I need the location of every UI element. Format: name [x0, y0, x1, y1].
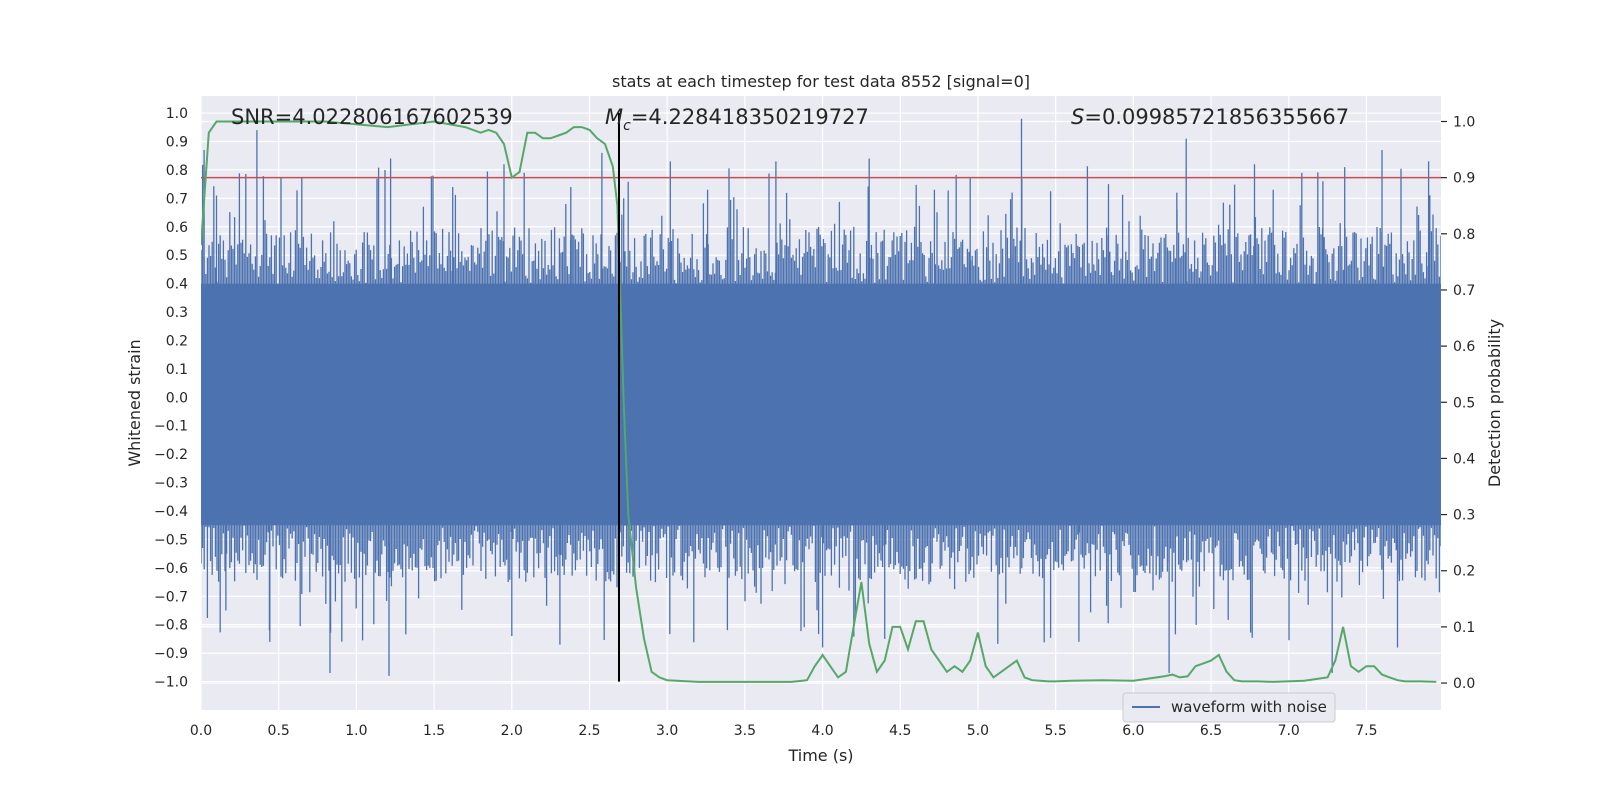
x-tick-label: 1.5 — [423, 723, 445, 739]
x-tick-label: 7.5 — [1355, 723, 1377, 739]
y-left-tick-label: −0.6 — [154, 561, 188, 577]
x-tick-label: 6.0 — [1122, 723, 1144, 739]
y-axis-right: 1.0 0.9 0.8 0.7 0.6 0.5 0.4 0.3 0.2 0.1 0.0 — [1441, 114, 1475, 692]
x-tick-label: 6.5 — [1200, 723, 1222, 739]
mc-subscript: c — [623, 118, 631, 134]
y-left-tick-label: 0.7 — [166, 191, 188, 207]
y-left-tick-label: −0.3 — [154, 476, 188, 492]
y-axis-left-label: Whitened strain — [125, 339, 144, 466]
waveform-series — [201, 118, 1441, 676]
x-tick-label: 3.5 — [734, 723, 756, 739]
y-left-tick-label: −0.2 — [154, 447, 188, 463]
y-axis-left: 1.0 0.9 0.8 0.7 0.6 0.5 0.4 0.3 0.2 0.1 0.0 −0.1 −0.… — [154, 106, 188, 691]
x-axis: 0.0 0.5 1.0 1.5 2.0 2.5 3.0 3.5 4.0 4.5 5.0 5.5 6.0 6… — [190, 723, 1378, 739]
x-tick-label: 4.5 — [889, 723, 911, 739]
y-right-tick-label: 0.1 — [1453, 620, 1475, 636]
y-right-tick-label: 0.9 — [1453, 171, 1475, 187]
x-tick-label: 3.0 — [656, 723, 678, 739]
y-left-tick-label: −1.0 — [154, 675, 188, 691]
y-right-tick-label: 0.4 — [1453, 451, 1475, 467]
legend-label: waveform with noise — [1171, 698, 1327, 716]
y-right-tick-label: 0.2 — [1453, 564, 1475, 580]
y-left-tick-label: −0.7 — [154, 589, 188, 605]
y-left-tick-label: 0.5 — [166, 248, 188, 264]
x-tick-label: 2.0 — [501, 723, 523, 739]
y-left-tick-label: −0.8 — [154, 618, 188, 634]
snr-annotation: SNR=4.022806167602539 — [231, 105, 513, 129]
s-value: =0.09985721856355667 — [1084, 105, 1349, 129]
chirp-mass-annotation: Mc=4.228418350219727 — [605, 105, 869, 134]
y-left-tick-label: 0.8 — [166, 163, 188, 179]
y-left-tick-label: −0.1 — [154, 419, 188, 435]
mc-symbol: M — [605, 105, 623, 129]
x-tick-label: 0.5 — [268, 723, 290, 739]
x-tick-label: 5.0 — [967, 723, 989, 739]
y-left-tick-label: 0.1 — [166, 362, 188, 378]
y-left-tick-label: 0.3 — [166, 305, 188, 321]
y-left-tick-label: 1.0 — [166, 106, 188, 122]
y-left-tick-label: −0.4 — [154, 504, 188, 520]
s-annotation: S=0.09985721856355667 — [1071, 105, 1349, 129]
y-axis-right-label: Detection probability — [1485, 319, 1504, 487]
y-left-tick-label: 0.4 — [166, 277, 188, 293]
chart-title: stats at each timestep for test data 855… — [612, 72, 1030, 91]
y-left-tick-label: −0.5 — [154, 532, 188, 548]
x-tick-label: 7.0 — [1278, 723, 1300, 739]
y-right-tick-label: 0.7 — [1453, 283, 1475, 299]
legend: waveform with noise — [1122, 692, 1336, 723]
x-tick-label: 4.0 — [811, 723, 833, 739]
legend-box — [1122, 692, 1336, 723]
y-left-tick-label: 0.9 — [166, 134, 188, 150]
y-right-tick-label: 0.8 — [1453, 227, 1475, 243]
x-tick-label: 5.5 — [1045, 723, 1067, 739]
x-axis-label: Time (s) — [787, 746, 853, 765]
y-left-tick-label: −0.9 — [154, 646, 188, 662]
y-right-tick-label: 0.6 — [1453, 339, 1475, 355]
y-right-tick-label: 0.3 — [1453, 508, 1475, 524]
detection-probability-line — [201, 120, 1437, 683]
probability-layer — [201, 120, 1437, 683]
x-tick-label: 0.0 — [190, 723, 212, 739]
y-left-tick-label: 0.0 — [166, 390, 188, 406]
y-left-tick-label: 0.6 — [166, 220, 188, 236]
x-tick-label: 1.0 — [345, 723, 367, 739]
waveform-trace — [201, 118, 1441, 676]
x-tick-label: 2.5 — [578, 723, 600, 739]
mc-value: =4.228418350219727 — [631, 105, 869, 129]
y-right-tick-label: 1.0 — [1453, 114, 1475, 130]
y-left-tick-label: 0.2 — [166, 333, 188, 349]
y-right-tick-label: 0.0 — [1453, 676, 1475, 692]
y-right-tick-label: 0.5 — [1453, 395, 1475, 411]
s-symbol: S — [1071, 105, 1084, 129]
